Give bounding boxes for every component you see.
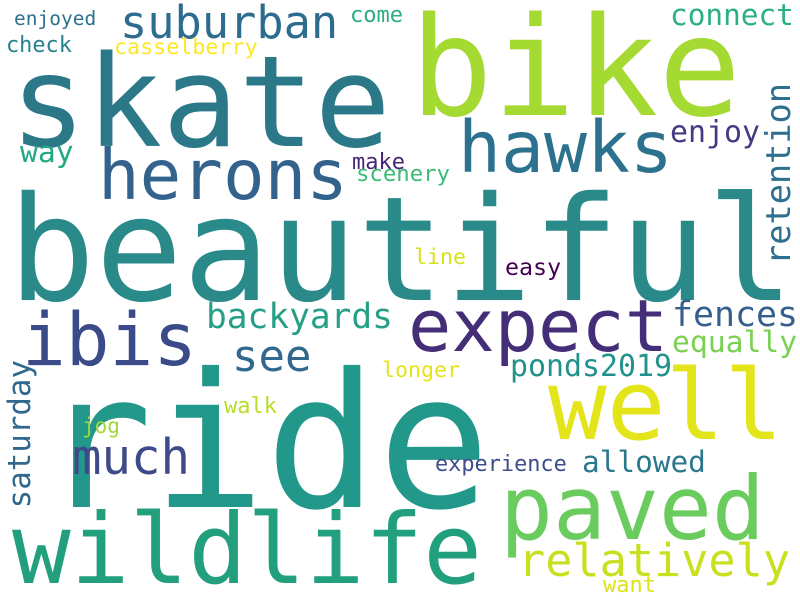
- word-wildlife: wildlife: [12, 493, 483, 600]
- word-longer: longer: [382, 358, 461, 383]
- word-want: want: [603, 573, 656, 598]
- word-line: line: [414, 245, 467, 270]
- word-skate: skate: [10, 29, 391, 176]
- word-allowed: allowed: [582, 445, 706, 479]
- word-fences: fences: [672, 295, 799, 335]
- word-make: make: [352, 150, 405, 175]
- word-walk: walk: [224, 394, 277, 419]
- word-suburban: suburban: [120, 0, 339, 49]
- word-enjoyed: enjoyed: [14, 7, 97, 30]
- word-come: come: [350, 3, 403, 28]
- word-see: see: [232, 331, 312, 382]
- word-well: well: [548, 349, 784, 463]
- word-hawks: hawks: [458, 106, 673, 189]
- word-casselberry: casselberry: [114, 35, 258, 60]
- word-saturday: saturday: [2, 360, 38, 509]
- word-equally: equally: [672, 325, 798, 360]
- word-enjoy: enjoy: [670, 115, 760, 150]
- word-ibis: ibis: [22, 299, 198, 383]
- word-retention: retention: [759, 83, 798, 265]
- word-jog: jog: [82, 414, 120, 438]
- word-bike: bike: [410, 0, 742, 148]
- word-ride: ride: [40, 334, 491, 552]
- word-experience: experience: [435, 452, 567, 477]
- word-way: way: [20, 135, 74, 170]
- word-scenery: scenery: [356, 161, 450, 187]
- word-check: check: [6, 33, 72, 58]
- word-herons: herons: [98, 136, 348, 216]
- word-expect: expect: [408, 284, 669, 368]
- word-ponds2019: ponds2019: [510, 349, 672, 384]
- word-relatively: relatively: [518, 534, 791, 587]
- word-much: much: [72, 429, 191, 486]
- word-beautiful: beautiful: [8, 166, 795, 335]
- word-connect: connect: [670, 0, 794, 32]
- word-easy: easy: [505, 254, 562, 281]
- word-paved: paved: [500, 457, 765, 560]
- word-backyards: backyards: [206, 297, 393, 337]
